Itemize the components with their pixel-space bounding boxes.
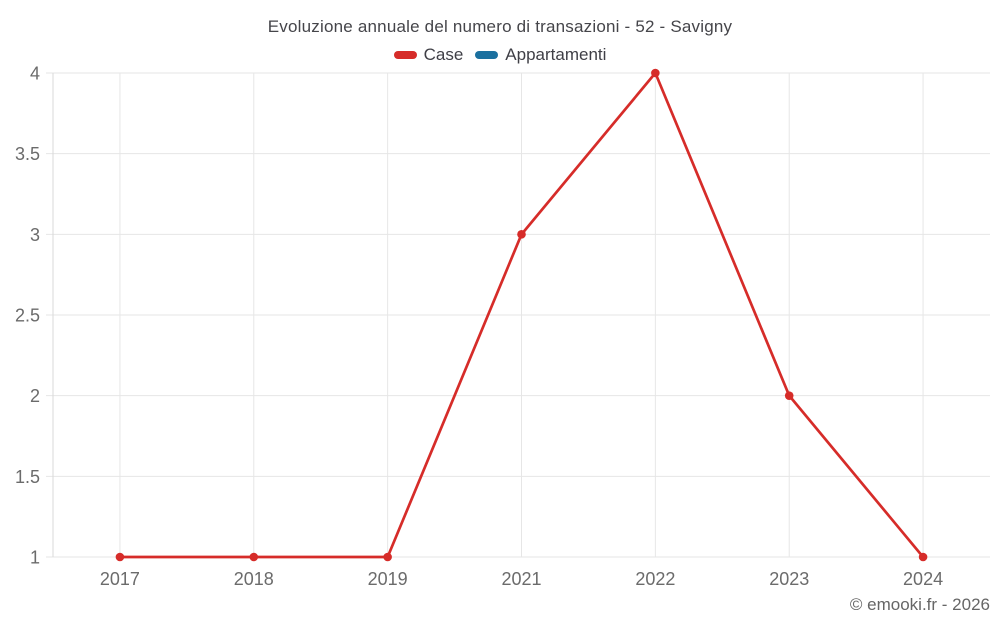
y-tick-label: 1.5 [15, 467, 40, 487]
y-tick-label: 3 [30, 225, 40, 245]
legend-item-appartamenti[interactable]: Appartamenti [475, 45, 606, 65]
x-tick-label: 2019 [368, 569, 408, 589]
data-point[interactable] [383, 552, 392, 562]
y-tick-label: 4 [30, 64, 40, 84]
y-tick-label: 1 [30, 548, 40, 568]
legend-swatch-case [393, 51, 417, 59]
x-tick-label: 2021 [501, 569, 541, 589]
y-tick-label: 2 [30, 386, 40, 406]
chart-title: Evoluzione annuale del numero di transaz… [267, 17, 733, 36]
data-point[interactable] [651, 68, 660, 78]
data-point[interactable] [784, 391, 794, 400]
x-tick-label: 2023 [769, 569, 809, 589]
legend-label-case: Case [423, 45, 464, 64]
y-tick-label: 3.5 [15, 144, 40, 164]
x-tick-label: 2017 [100, 569, 140, 589]
x-tick-label: 2022 [635, 569, 675, 589]
x-tick-label: 2024 [903, 569, 943, 589]
chart-legend: Case Appartamenti [0, 45, 1000, 65]
data-point[interactable] [517, 230, 526, 239]
data-point[interactable] [249, 552, 259, 562]
data-point[interactable] [115, 552, 125, 562]
data-point[interactable] [918, 552, 928, 562]
y-tick-label: 2.5 [15, 306, 40, 326]
legend-item-case[interactable]: Case [393, 45, 464, 65]
legend-label-appartamenti: Appartamenti [505, 45, 607, 64]
legend-swatch-appartamenti [475, 51, 499, 59]
credits-text[interactable]: © emooki.fr - 2026 [849, 595, 990, 614]
x-tick-label: 2018 [234, 569, 274, 589]
